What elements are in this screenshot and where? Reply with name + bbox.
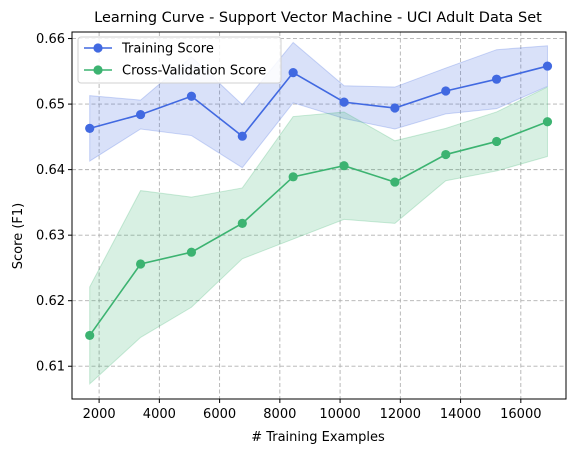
x-tick-label: 8000 bbox=[263, 407, 296, 422]
x-axis-label: # Training Examples bbox=[251, 430, 385, 445]
y-tick-label: 0.61 bbox=[36, 360, 65, 375]
y-axis-ticks: 0.61 0.62 0.63 0.64 0.65 0.66 bbox=[36, 32, 72, 375]
y-tick-label: 0.66 bbox=[36, 32, 65, 47]
legend-label: Cross-Validation Score bbox=[122, 64, 266, 79]
y-axis-label: Score (F1) bbox=[11, 203, 26, 269]
grid bbox=[72, 32, 566, 399]
data-point bbox=[441, 86, 451, 96]
data-point bbox=[135, 109, 146, 120]
legend-label: Training Score bbox=[121, 42, 214, 57]
y-tick-label: 0.63 bbox=[36, 229, 65, 244]
series-line-0 bbox=[89, 65, 548, 138]
data-point bbox=[186, 247, 197, 257]
data-point bbox=[237, 131, 247, 141]
legend-marker bbox=[93, 65, 103, 75]
x-tick-label: 2000 bbox=[83, 407, 116, 422]
x-tick-label: 16000 bbox=[500, 407, 541, 422]
data-point bbox=[85, 123, 95, 133]
data-point bbox=[491, 136, 502, 147]
data-point bbox=[441, 149, 451, 160]
series-lines bbox=[89, 65, 548, 336]
x-tick-label: 10000 bbox=[319, 407, 360, 422]
data-point bbox=[390, 177, 400, 187]
data-point bbox=[339, 161, 349, 171]
series-points bbox=[85, 61, 553, 341]
plot-area-frame bbox=[71, 31, 567, 400]
x-tick-label: 6000 bbox=[203, 407, 236, 422]
data-point bbox=[288, 172, 298, 182]
x-tick-label: 12000 bbox=[380, 407, 421, 422]
legend-box bbox=[77, 36, 282, 84]
data-point bbox=[491, 74, 502, 84]
chart-title: Learning Curve - Support Vector Machine … bbox=[94, 10, 542, 26]
data-point bbox=[186, 91, 197, 101]
x-tick-label: 4000 bbox=[143, 407, 176, 422]
data-point bbox=[390, 103, 400, 113]
y-tick-label: 0.62 bbox=[36, 294, 65, 309]
legend: Training Score Cross-Validation Score bbox=[77, 36, 282, 84]
series-line-1 bbox=[89, 121, 548, 336]
data-point bbox=[339, 97, 349, 107]
data-point bbox=[288, 68, 298, 78]
data-point bbox=[85, 330, 95, 341]
data-point bbox=[237, 218, 247, 228]
x-tick-label: 14000 bbox=[440, 407, 481, 422]
data-point bbox=[542, 61, 553, 71]
legend-marker bbox=[93, 43, 103, 53]
confidence-bands bbox=[89, 41, 548, 386]
data-point bbox=[135, 259, 146, 269]
y-tick-label: 0.65 bbox=[36, 98, 65, 113]
x-axis-ticks: 2000 4000 6000 8000 10000 12000 14000 16000 bbox=[83, 399, 541, 422]
y-tick-label: 0.64 bbox=[36, 163, 65, 178]
data-point bbox=[542, 117, 553, 127]
